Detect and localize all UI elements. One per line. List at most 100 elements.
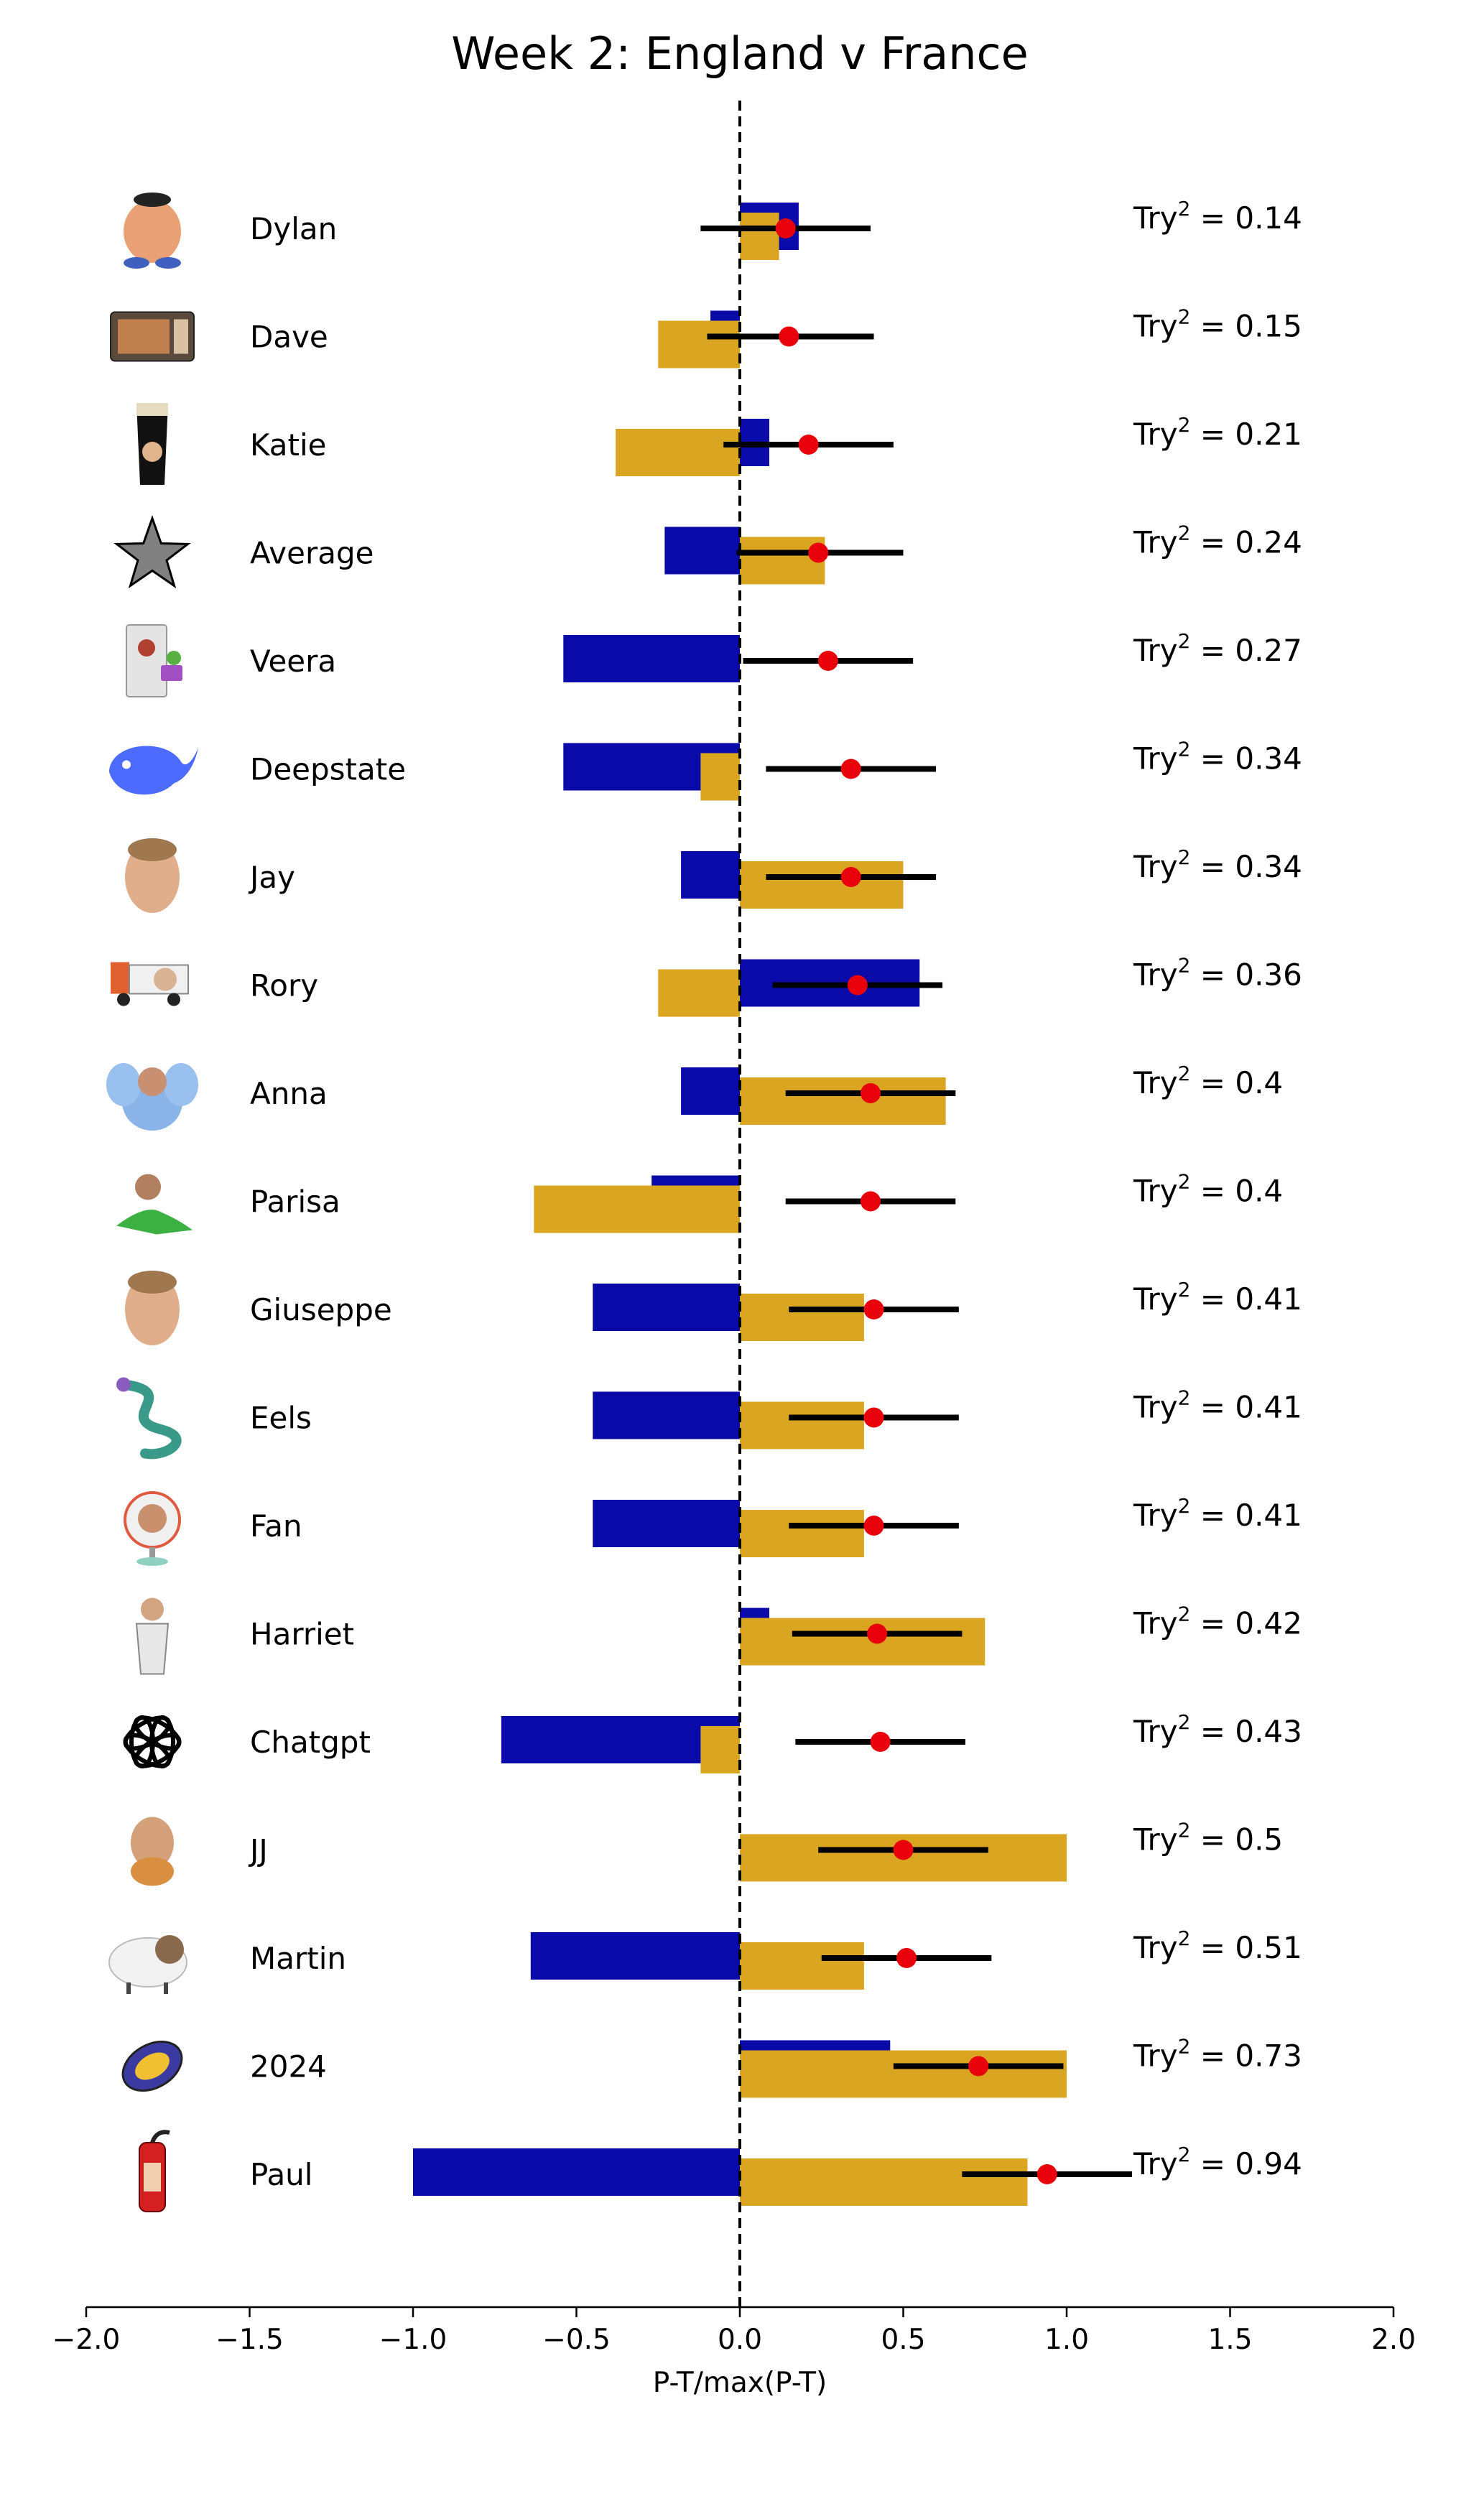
score-infix: =: [1190, 1822, 1235, 1857]
fan-icon: [124, 1491, 181, 1566]
score-infix: =: [1190, 309, 1235, 344]
bar-gold: [616, 429, 740, 476]
bar-gold: [658, 320, 740, 368]
score-infix: =: [1190, 741, 1235, 776]
row-name-label: Dylan: [250, 211, 337, 246]
score-annotation: Try2 = 0.43: [1133, 1710, 1302, 1749]
bar-blue: [501, 1716, 740, 1763]
row-name-label: Eels: [250, 1401, 312, 1436]
score-value: 0.36: [1235, 957, 1302, 993]
score-infix: =: [1190, 1065, 1235, 1100]
data-point: [861, 1083, 881, 1103]
x-tick-label: 1.5: [1207, 2324, 1252, 2356]
score-value: 0.15: [1235, 309, 1302, 344]
score-value: 0.4: [1235, 1065, 1283, 1100]
score-value: 0.43: [1235, 1714, 1302, 1749]
bar-blue: [530, 1932, 740, 1980]
data-point: [840, 759, 861, 779]
data-point: [808, 542, 829, 563]
person-with-dog-icon: [131, 1817, 174, 1886]
score-value: 0.73: [1235, 2038, 1302, 2074]
score-prefix: Try: [1133, 1390, 1178, 1425]
score-exponent: 2: [1178, 197, 1191, 221]
score-value: 0.41: [1235, 1498, 1302, 1533]
bar-gold: [658, 969, 740, 1017]
data-point: [896, 1948, 917, 1968]
score-exponent: 2: [1178, 305, 1191, 329]
x-tick-label: −2.0: [52, 2324, 121, 2356]
errorbars-layer: [700, 218, 1132, 2184]
row-name-label: 2024: [250, 2049, 327, 2084]
data-point: [893, 1840, 914, 1860]
score-exponent: 2: [1178, 1710, 1191, 1734]
score-prefix: Try: [1133, 633, 1178, 668]
x-tick-label: 0.5: [881, 2324, 925, 2356]
score-prefix: Try: [1133, 1498, 1178, 1533]
star-icon: [113, 514, 191, 589]
data-point: [798, 435, 819, 455]
row-name-label: Martin: [250, 1941, 346, 1976]
data-point: [870, 1732, 891, 1752]
score-infix: =: [1190, 2038, 1235, 2074]
score-value: 0.4: [1235, 1174, 1283, 1209]
score-infix: =: [1190, 1930, 1235, 1965]
bar-gold: [740, 1510, 864, 1557]
bar-blue: [664, 527, 740, 575]
microwave-icon: [110, 311, 195, 362]
score-exponent: 2: [1178, 1819, 1191, 1842]
score-infix: =: [1190, 1714, 1235, 1749]
bar-blue: [563, 635, 740, 682]
score-annotation: Try2 = 0.42: [1133, 1602, 1302, 1641]
score-annotation: Try2 = 0.34: [1133, 845, 1302, 884]
score-exponent: 2: [1178, 845, 1191, 869]
score-infix: =: [1190, 1606, 1235, 1641]
bar-gold: [740, 1942, 864, 1990]
baby-face-icon: [125, 838, 180, 913]
x-tick-label: −1.5: [215, 2324, 284, 2356]
score-value: 0.14: [1235, 200, 1302, 236]
score-value: 0.94: [1235, 2146, 1302, 2181]
score-infix: =: [1190, 2146, 1235, 2181]
score-exponent: 2: [1178, 1278, 1191, 1302]
score-value: 0.27: [1235, 633, 1302, 668]
fire-extinguisher-icon: [139, 2130, 170, 2212]
row-name-label: Giuseppe: [250, 1292, 392, 1327]
score-value: 0.42: [1235, 1606, 1302, 1641]
rugby-ball-2024-icon: [121, 2040, 183, 2092]
score-annotation: Try2 = 0.41: [1133, 1278, 1302, 1317]
score-prefix: Try: [1133, 741, 1178, 776]
score-infix: =: [1190, 417, 1235, 452]
score-annotation: Try2 = 0.27: [1133, 629, 1302, 668]
row-name-label: Jay: [248, 860, 295, 895]
bar-gold: [740, 537, 825, 585]
score-infix: =: [1190, 957, 1235, 993]
x-tick-label: 0.0: [718, 2324, 762, 2356]
row-name-label: Average: [250, 536, 374, 571]
data-point: [867, 1623, 888, 1644]
score-prefix: Try: [1133, 1174, 1178, 1209]
x-tick-label: 1.0: [1044, 2324, 1089, 2356]
whale-icon: [109, 746, 198, 795]
bar-gold: [700, 753, 740, 801]
data-point: [840, 867, 861, 887]
row-name-label: Rory: [250, 968, 318, 1003]
score-prefix: Try: [1133, 1281, 1178, 1317]
bar-blue: [681, 1067, 740, 1115]
row-name-label: JJ: [248, 1833, 268, 1868]
mr-potato-head-icon: [124, 193, 181, 269]
score-prefix: Try: [1133, 1606, 1178, 1641]
bar-gold: [740, 1077, 946, 1125]
score-exponent: 2: [1178, 1926, 1191, 1950]
x-axis-label: P-T/max(P-T): [653, 2367, 827, 2399]
bar-gold: [740, 2050, 1067, 2098]
x-tick-label: −0.5: [542, 2324, 611, 2356]
score-infix: =: [1190, 1498, 1235, 1533]
data-point: [775, 218, 796, 238]
score-exponent: 2: [1178, 2143, 1191, 2166]
bar-blue: [593, 1500, 740, 1547]
row-name-label: Fan: [250, 1508, 302, 1544]
score-value: 0.41: [1235, 1390, 1302, 1425]
score-prefix: Try: [1133, 849, 1178, 884]
row-name-label: Veera: [250, 644, 336, 679]
